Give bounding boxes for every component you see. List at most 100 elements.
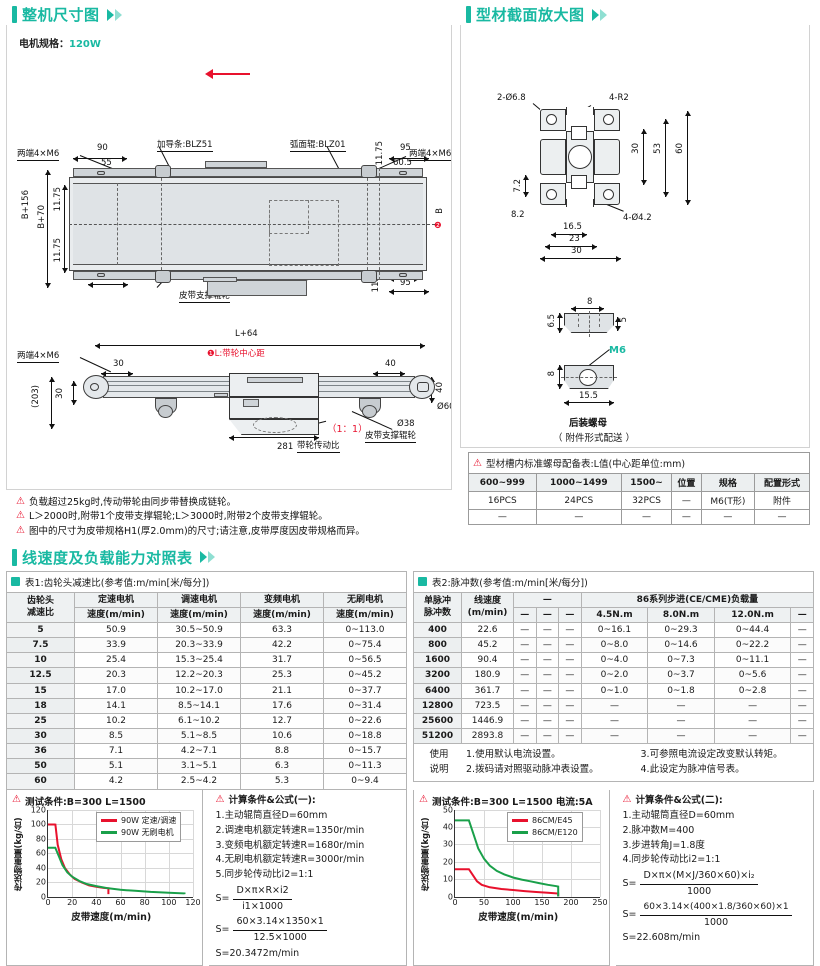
linespeed-cell: 361.7 xyxy=(461,682,514,699)
load-cell: — xyxy=(580,712,649,730)
warning-icon: ⚠ xyxy=(16,524,25,536)
formula2-line: 3.步进转角J=1.8度 xyxy=(622,839,705,851)
dim-65-nut: 6.5 xyxy=(547,314,557,328)
direction-arrow-icon xyxy=(205,69,250,79)
load-cell: — xyxy=(535,682,560,699)
load-cell: — xyxy=(580,697,649,714)
table-header-row: 600~999 1000~1499 1500~ 位置 规格 配置形式 xyxy=(468,473,810,492)
table-row: 60 4.2 2.5~4.2 5.3 0~9.4 xyxy=(6,773,407,790)
load-cell: — xyxy=(535,712,560,730)
formula2-line: 2.脉冲数M=400 xyxy=(622,825,695,837)
linespeed-cell: 90.4 xyxy=(461,652,514,669)
ratio-cell: 18 xyxy=(6,697,75,714)
dim-55-top: 55 xyxy=(101,158,112,168)
title-text: 计算条件&公式(二): xyxy=(635,794,723,806)
speed-cell: 20.3 xyxy=(74,667,158,684)
speed-cell: 0~56.5 xyxy=(323,652,407,669)
pulse-cell: 51200 xyxy=(413,728,462,745)
dim-B: B xyxy=(435,208,445,214)
speed-cell: 0~45.2 xyxy=(323,667,407,684)
chart1-ylabel: 传送物重量(kg/台) xyxy=(14,816,24,891)
table2-block: 表2:脉冲数(参考值:m/min[米/每分]) 单脉冲 脉冲数 线速度 (m/m… xyxy=(413,570,815,790)
callout-pulley-ratio: 带轮传动比 xyxy=(297,441,340,453)
table-row: 800 45.2— — —0~8.0 0~14.6 0~22.2— xyxy=(413,637,814,654)
caption-text: 型材槽内标准螺母配备表:L值(中心距单位:mm) xyxy=(485,459,686,470)
dim-72-prof: 7.2 xyxy=(513,179,523,193)
fraction: D×π×(M×J/360×60)×i₂ 1000 xyxy=(640,869,758,899)
load-cell: — xyxy=(513,667,537,684)
dim-1175-a: 11.75 xyxy=(375,141,385,166)
y-axis-tick: 0 xyxy=(447,892,453,902)
load-cell: — xyxy=(535,637,560,654)
linespeed-cell: 22.6 xyxy=(461,622,514,639)
th-variable-motor: 调速电机 xyxy=(157,591,241,608)
th-brushless-motor: 无刷电机 xyxy=(323,591,407,608)
legend-label: 86CM/E120 xyxy=(532,827,578,837)
label-4-r2: 4-R2 xyxy=(609,93,629,103)
load-cell: — xyxy=(790,667,814,684)
chart-legend: 90W 定速/调速 90W 无刷电机 xyxy=(96,811,182,842)
speed-cell: 0~22.6 xyxy=(323,712,407,730)
callout-belt-support-roller-side: 皮带支撑辊轮 xyxy=(365,431,417,443)
th-sub-speed: 速度(m/min) xyxy=(157,606,241,624)
speed-cell: 12.7 xyxy=(240,712,324,730)
load-cell: — xyxy=(790,682,814,699)
warning-icon: ⚠ xyxy=(419,793,428,805)
ratio-cell: 25 xyxy=(6,712,75,730)
fraction: 60×3.14×(400×1.8/360×60)×1 1000 xyxy=(640,901,792,931)
pulse-cell: 3200 xyxy=(413,667,462,684)
gridline xyxy=(571,809,572,897)
table-row: 25600 1446.9— — — — — — — xyxy=(413,712,814,730)
table-row: 400 22.6— — —0~16.1 0~29.3 0~44.4— xyxy=(413,622,814,639)
speed-cell: 10.2 xyxy=(74,712,158,730)
speed-cell: 25.3 xyxy=(240,667,324,684)
load-cell: — xyxy=(790,697,814,714)
legend-label: 90W 定速/调速 xyxy=(121,815,177,825)
load-cell: 0~7.3 xyxy=(647,652,715,669)
dim-23-prof: 23 xyxy=(569,234,580,244)
load-cell: — xyxy=(513,728,537,745)
load-cell: — xyxy=(558,682,582,699)
dim-8b-nut: 8 xyxy=(547,371,557,377)
x-axis-tick: 250 xyxy=(592,897,608,907)
y-axis-tick: 30 xyxy=(442,839,453,849)
chart1-condition: ⚠ 测试条件:B=300 L=1500 xyxy=(12,794,197,808)
table-row: 12800 723.5— — — — — — — xyxy=(413,697,814,714)
fraction: D×π×R×i2 i1×1000 xyxy=(233,884,292,914)
note-text: 图中的尺寸为皮带规格H1(厚2.0mm)的尺寸;请注意,皮带厚度因皮带规格而异。 xyxy=(28,525,365,537)
gridline xyxy=(48,867,194,869)
speed-cell: 17.0 xyxy=(74,682,158,699)
condition-text: 测试条件:B=300 L=1500 电流:5A xyxy=(431,796,593,808)
pulse-table: 单脉冲 脉冲数 线速度 (m/min) — 86系列步进(CE/CME)负载量 … xyxy=(413,591,815,745)
load-cell: — xyxy=(790,637,814,654)
load-cell: — xyxy=(535,622,560,639)
speed-cell: 33.9 xyxy=(74,637,158,654)
ratio-cell: 12.5 xyxy=(6,667,75,684)
speed-cell: 12.2~20.3 xyxy=(157,667,241,684)
legend-label: 90W 无刷电机 xyxy=(121,827,174,837)
warning-icon: ⚠ xyxy=(16,496,25,507)
th-sub-80nm: 8.0N.m xyxy=(647,606,715,624)
formula1-eq2: S= 60×3.14×1350×1 12.5×1000 xyxy=(215,915,400,945)
x-axis-tick: 100 xyxy=(161,897,177,907)
dim-d38: Ø38 xyxy=(397,419,415,429)
linespeed-cell: 2893.8 xyxy=(461,728,514,745)
gridline xyxy=(600,809,601,897)
load-cell: 0~29.3 xyxy=(647,622,715,639)
arrow-icon xyxy=(591,8,607,21)
nut-th: 600~999 xyxy=(468,473,537,492)
chart1: 传送物重量(kg/台) 0 20 40 60 80 100 120 0 20 40 60 80 100 1… xyxy=(12,805,201,923)
speed-cell: 5.1~8.5 xyxy=(157,728,241,745)
callout-crown-roller: 弧面辊:BLZ01 xyxy=(290,140,346,152)
x-axis-tick: 50 xyxy=(478,897,490,907)
ratio-cell: 10 xyxy=(6,652,75,669)
th-sub-speed: 速度(m/min) xyxy=(74,606,158,624)
usage-note: 3.可参照电流设定改变默认转矩。 xyxy=(640,749,783,761)
load-cell: — xyxy=(558,637,582,654)
warning-icon: ⚠ xyxy=(16,510,25,522)
nut-td: 24PCS xyxy=(535,491,622,510)
nut-caption-1: 后装螺母 xyxy=(569,418,608,429)
load-cell: — xyxy=(647,697,715,714)
dim-1175-b: 11.75 xyxy=(53,187,63,212)
load-cell: — xyxy=(713,728,792,745)
